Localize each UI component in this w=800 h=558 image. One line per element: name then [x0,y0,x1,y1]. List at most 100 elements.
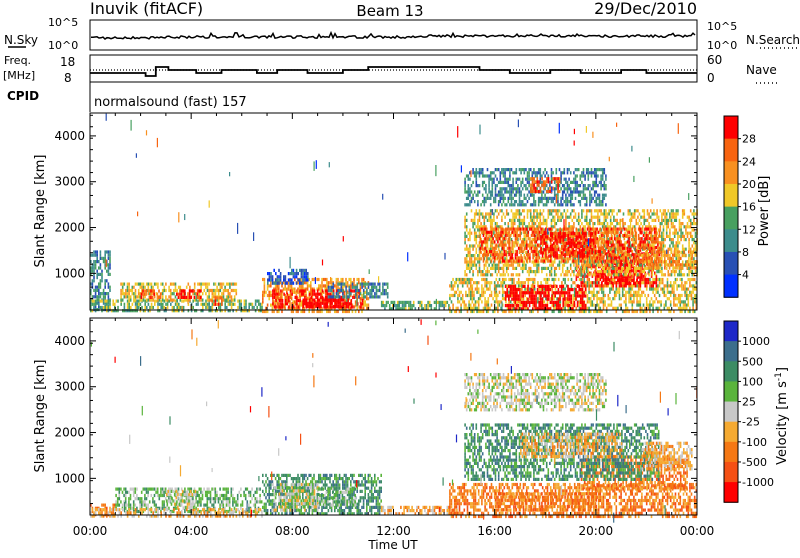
power-cell [489,307,491,310]
power-cell [108,273,110,276]
power-cell [299,296,301,299]
power-cell [341,286,343,289]
power-cell [557,228,559,231]
power-cell [668,248,670,251]
power-cell [472,278,474,281]
power-cell [109,266,111,269]
power-cell [684,284,686,287]
power-cell [325,299,327,302]
power-cell [644,307,646,310]
power-cell [472,222,474,225]
power-cell [272,293,274,296]
power-cell [459,300,461,303]
power-cell [649,278,651,281]
power-cell [335,299,337,302]
power-cell [586,216,588,219]
power-cell [671,238,673,241]
power-cell [197,289,199,292]
power-cell [556,273,558,276]
power-cell [98,266,100,269]
power-cell [93,303,95,306]
power-cell [486,300,488,303]
power-cell [652,281,654,284]
power-cell [557,209,559,212]
power-cell [619,294,621,297]
power-cell [497,304,499,307]
power-cell [467,284,469,287]
power-cell [684,288,686,291]
power-cell [128,299,130,302]
power-cell [120,299,122,302]
power-cell [647,219,649,222]
power-cell [543,304,545,307]
power-cell [540,222,542,225]
power-cell [631,279,633,282]
power-cell [104,286,106,289]
power-cell [560,216,562,219]
power-cell [614,297,616,300]
power-cell [280,305,282,308]
power-cell [443,301,445,304]
power-cell [240,303,242,306]
power-cell [535,291,537,294]
power-cell [477,219,479,222]
power-cell [648,216,650,219]
power-cell [569,288,571,291]
power-cell [641,294,643,297]
power-cell [304,278,306,281]
power-cell [457,278,459,281]
power-cell [462,278,464,281]
power-cell [344,305,346,308]
power-cell [570,288,572,291]
power-cell [626,273,628,276]
power-cell [619,304,621,307]
power-cell [221,286,223,289]
power-cell [610,264,612,267]
power-cell [522,219,524,222]
power-cell [369,295,371,298]
power-cell [481,300,483,303]
power-cell [590,304,592,307]
power-cell [215,289,217,292]
power-cell [680,307,682,310]
power-cell [535,301,537,304]
power-cell [486,307,488,310]
power-cell [649,300,651,303]
power-cell [538,285,540,288]
power-cell [502,297,504,300]
power-cell [596,264,598,267]
power-cell [132,289,134,292]
power-cell [197,296,199,299]
power-cell [595,281,597,284]
power-cell [490,216,492,219]
power-cell [657,284,659,287]
power-cell [676,297,678,300]
power-cell [514,267,516,270]
power-cell [665,294,667,297]
power-cell [138,289,140,292]
power-cell [558,291,560,294]
power-cell [153,289,155,292]
power-cell [667,291,669,294]
power-cell [473,294,475,297]
power-cell [546,222,548,225]
power-cell [165,303,167,306]
power-cell [96,260,98,263]
power-cell [553,291,555,294]
power-cell [299,278,301,281]
power-cell [284,288,286,291]
power-cell [354,305,356,308]
power-cell [329,286,331,289]
power-cell [611,300,613,303]
power-cell [636,222,638,225]
power-cell [522,304,524,307]
power-cell [596,300,598,303]
power-cell [223,295,225,298]
power-cell [520,219,522,222]
power-cell [576,267,578,270]
power-cell [473,291,475,294]
power-cell [593,291,595,294]
power-cell [644,264,646,267]
power-cell [476,241,478,244]
power-cell [385,292,387,295]
